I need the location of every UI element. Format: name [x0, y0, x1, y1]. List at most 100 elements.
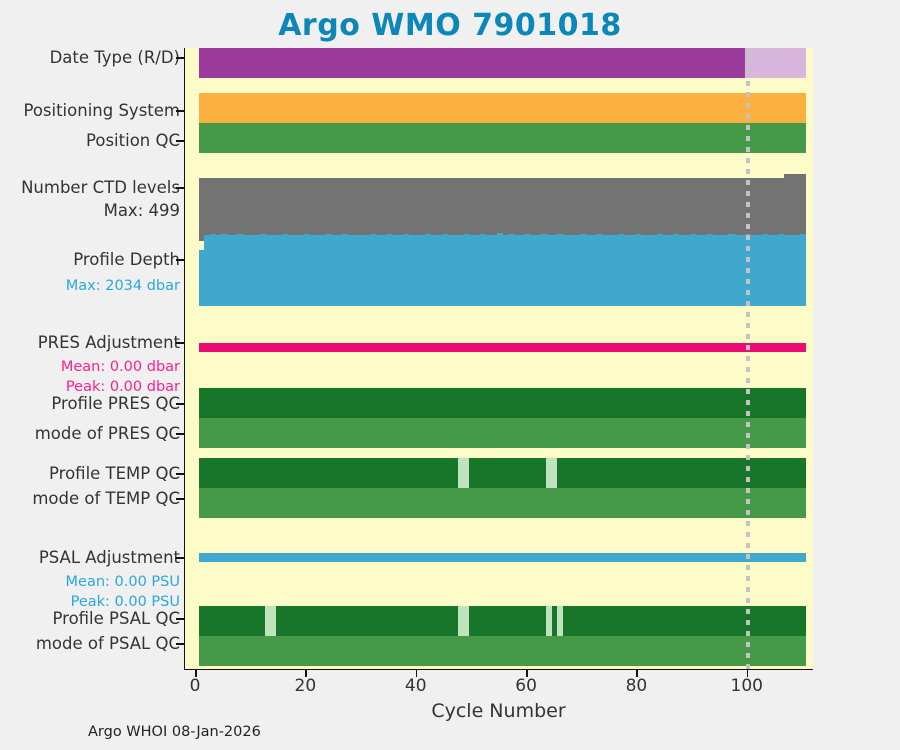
bar-cycle-107	[783, 234, 790, 306]
bar-cycle-99	[739, 178, 746, 241]
y-axis-label-position-qc: Position QC	[86, 131, 180, 150]
bar-cycle-2	[204, 178, 211, 241]
bar-cycle-78	[623, 178, 630, 241]
bar-cycle-82	[645, 234, 652, 306]
bar-cycle-16	[281, 234, 288, 306]
bar-cycle-77	[618, 234, 625, 306]
bar-cycle-80	[634, 234, 641, 306]
bar-cycle-7	[231, 234, 238, 306]
bar-cycle-43	[430, 178, 437, 241]
bar-cycle-67	[562, 234, 570, 306]
bar-cycle-28	[347, 178, 354, 241]
bar-cycle-95	[717, 178, 724, 241]
bar-cycle-82	[645, 178, 652, 241]
bar-cycle-85	[662, 178, 669, 241]
bar-cycle-91	[695, 234, 702, 306]
bar-cycle-81	[640, 178, 647, 241]
bar-cycle-104	[767, 234, 774, 306]
bar-cycle-84	[656, 234, 663, 306]
bar-cycle-91	[695, 178, 702, 241]
span-R	[198, 48, 751, 78]
bar-cycle-27	[342, 178, 349, 241]
bar-cycle-5	[220, 178, 227, 241]
span-1	[198, 418, 806, 448]
bar-cycle-32	[369, 234, 376, 306]
series-row-mode-of-temp-qc	[185, 488, 814, 518]
y-axis-tick-profile-psal-qc	[176, 618, 184, 620]
bar-cycle-77	[618, 178, 625, 241]
x-axis-tick-label-20: 20	[294, 676, 317, 696]
bar-cycle-19	[298, 234, 305, 306]
bar-cycle-39	[408, 178, 415, 241]
bar-cycle-58	[513, 235, 520, 306]
bar-cycle-28	[347, 234, 354, 306]
bar-cycle-99	[739, 234, 746, 306]
span-A	[562, 606, 806, 636]
bar-cycle-86	[667, 234, 674, 306]
bar-cycle-61	[529, 234, 536, 306]
x-axis-tick-label-60: 60	[515, 676, 537, 696]
bar-cycle-68	[568, 178, 575, 241]
y-axis-label-profile-depth: Profile Depth	[73, 250, 180, 269]
span-A	[469, 458, 552, 488]
bar-cycle-106	[778, 178, 785, 241]
bar-cycle-12	[259, 178, 266, 241]
bar-cycle-72	[590, 178, 597, 241]
bar-cycle-46	[447, 234, 454, 306]
bar-cycle-75	[607, 178, 614, 241]
bar-cycle-98	[733, 178, 741, 241]
bar-cycle-38	[402, 234, 410, 306]
bar-cycle-15	[276, 234, 283, 306]
bar-cycle-97	[728, 234, 735, 306]
bar-cycle-37	[397, 178, 404, 241]
bar-cycle-70	[579, 178, 586, 241]
bar-cycle-17	[287, 178, 294, 241]
bar-cycle-57	[507, 178, 514, 241]
bar-cycle-74	[601, 234, 608, 306]
bar-cycle-46	[447, 178, 454, 241]
y-axis-label-psal-adjustment-note1: Mean: 0.00 PSU	[65, 574, 180, 590]
bar-cycle-34	[380, 178, 387, 241]
y-axis-label-mode-of-temp-qc: mode of TEMP QC	[32, 489, 180, 508]
bar-cycle-96	[722, 234, 730, 306]
bar-cycle-4	[215, 178, 222, 241]
bar-cycle-9	[242, 234, 250, 306]
bar-cycle-102	[756, 178, 763, 241]
series-row-date-type-r-d	[185, 48, 814, 78]
bar-cycle-16	[281, 178, 288, 241]
span-1	[198, 488, 806, 518]
bar-cycle-17	[287, 234, 294, 306]
bar-cycle-14	[270, 178, 277, 241]
bar-cycle-110	[800, 234, 807, 306]
bar-cycle-38	[402, 178, 410, 241]
bar-cycle-51	[474, 234, 481, 306]
bar-cycle-8	[237, 234, 244, 306]
bar-cycle-103	[761, 178, 768, 241]
x-axis-tick-label-80: 80	[625, 676, 648, 696]
bar-cycle-73	[596, 234, 603, 306]
span-A	[557, 458, 806, 488]
y-axis-label-profile-depth-note1: Max: 2034 dbar	[65, 278, 180, 294]
bar-cycle-96	[722, 178, 730, 241]
bar-cycle-92	[700, 178, 707, 241]
bar-cycle-25	[331, 178, 338, 241]
bar-cycle-59	[518, 178, 525, 241]
y-axis-label-positioning-system: Positioning System	[23, 101, 180, 120]
bar-cycle-19	[298, 178, 305, 241]
bar-cycle-37	[397, 235, 404, 306]
bar-cycle-70	[579, 234, 586, 306]
series-row-profile-pres-qc	[185, 388, 814, 418]
bar-cycle-105	[772, 178, 779, 241]
bar-cycle-53	[485, 178, 492, 241]
bar-cycle-6	[226, 235, 233, 306]
y-axis-label-psal-adjustment-note2: Peak: 0.00 PSU	[70, 594, 180, 610]
bar-cycle-101	[750, 234, 757, 306]
bar-cycle-42	[425, 178, 432, 241]
bar-cycle-56	[502, 234, 509, 306]
bar-cycle-23	[320, 235, 327, 306]
bar-cycle-27	[342, 234, 349, 306]
bar-cycle-55	[496, 233, 503, 306]
bar-cycle-26	[336, 234, 343, 306]
y-axis-tick-mode-of-pres-qc	[176, 433, 184, 435]
y-axis-tick-profile-pres-qc	[176, 403, 184, 405]
